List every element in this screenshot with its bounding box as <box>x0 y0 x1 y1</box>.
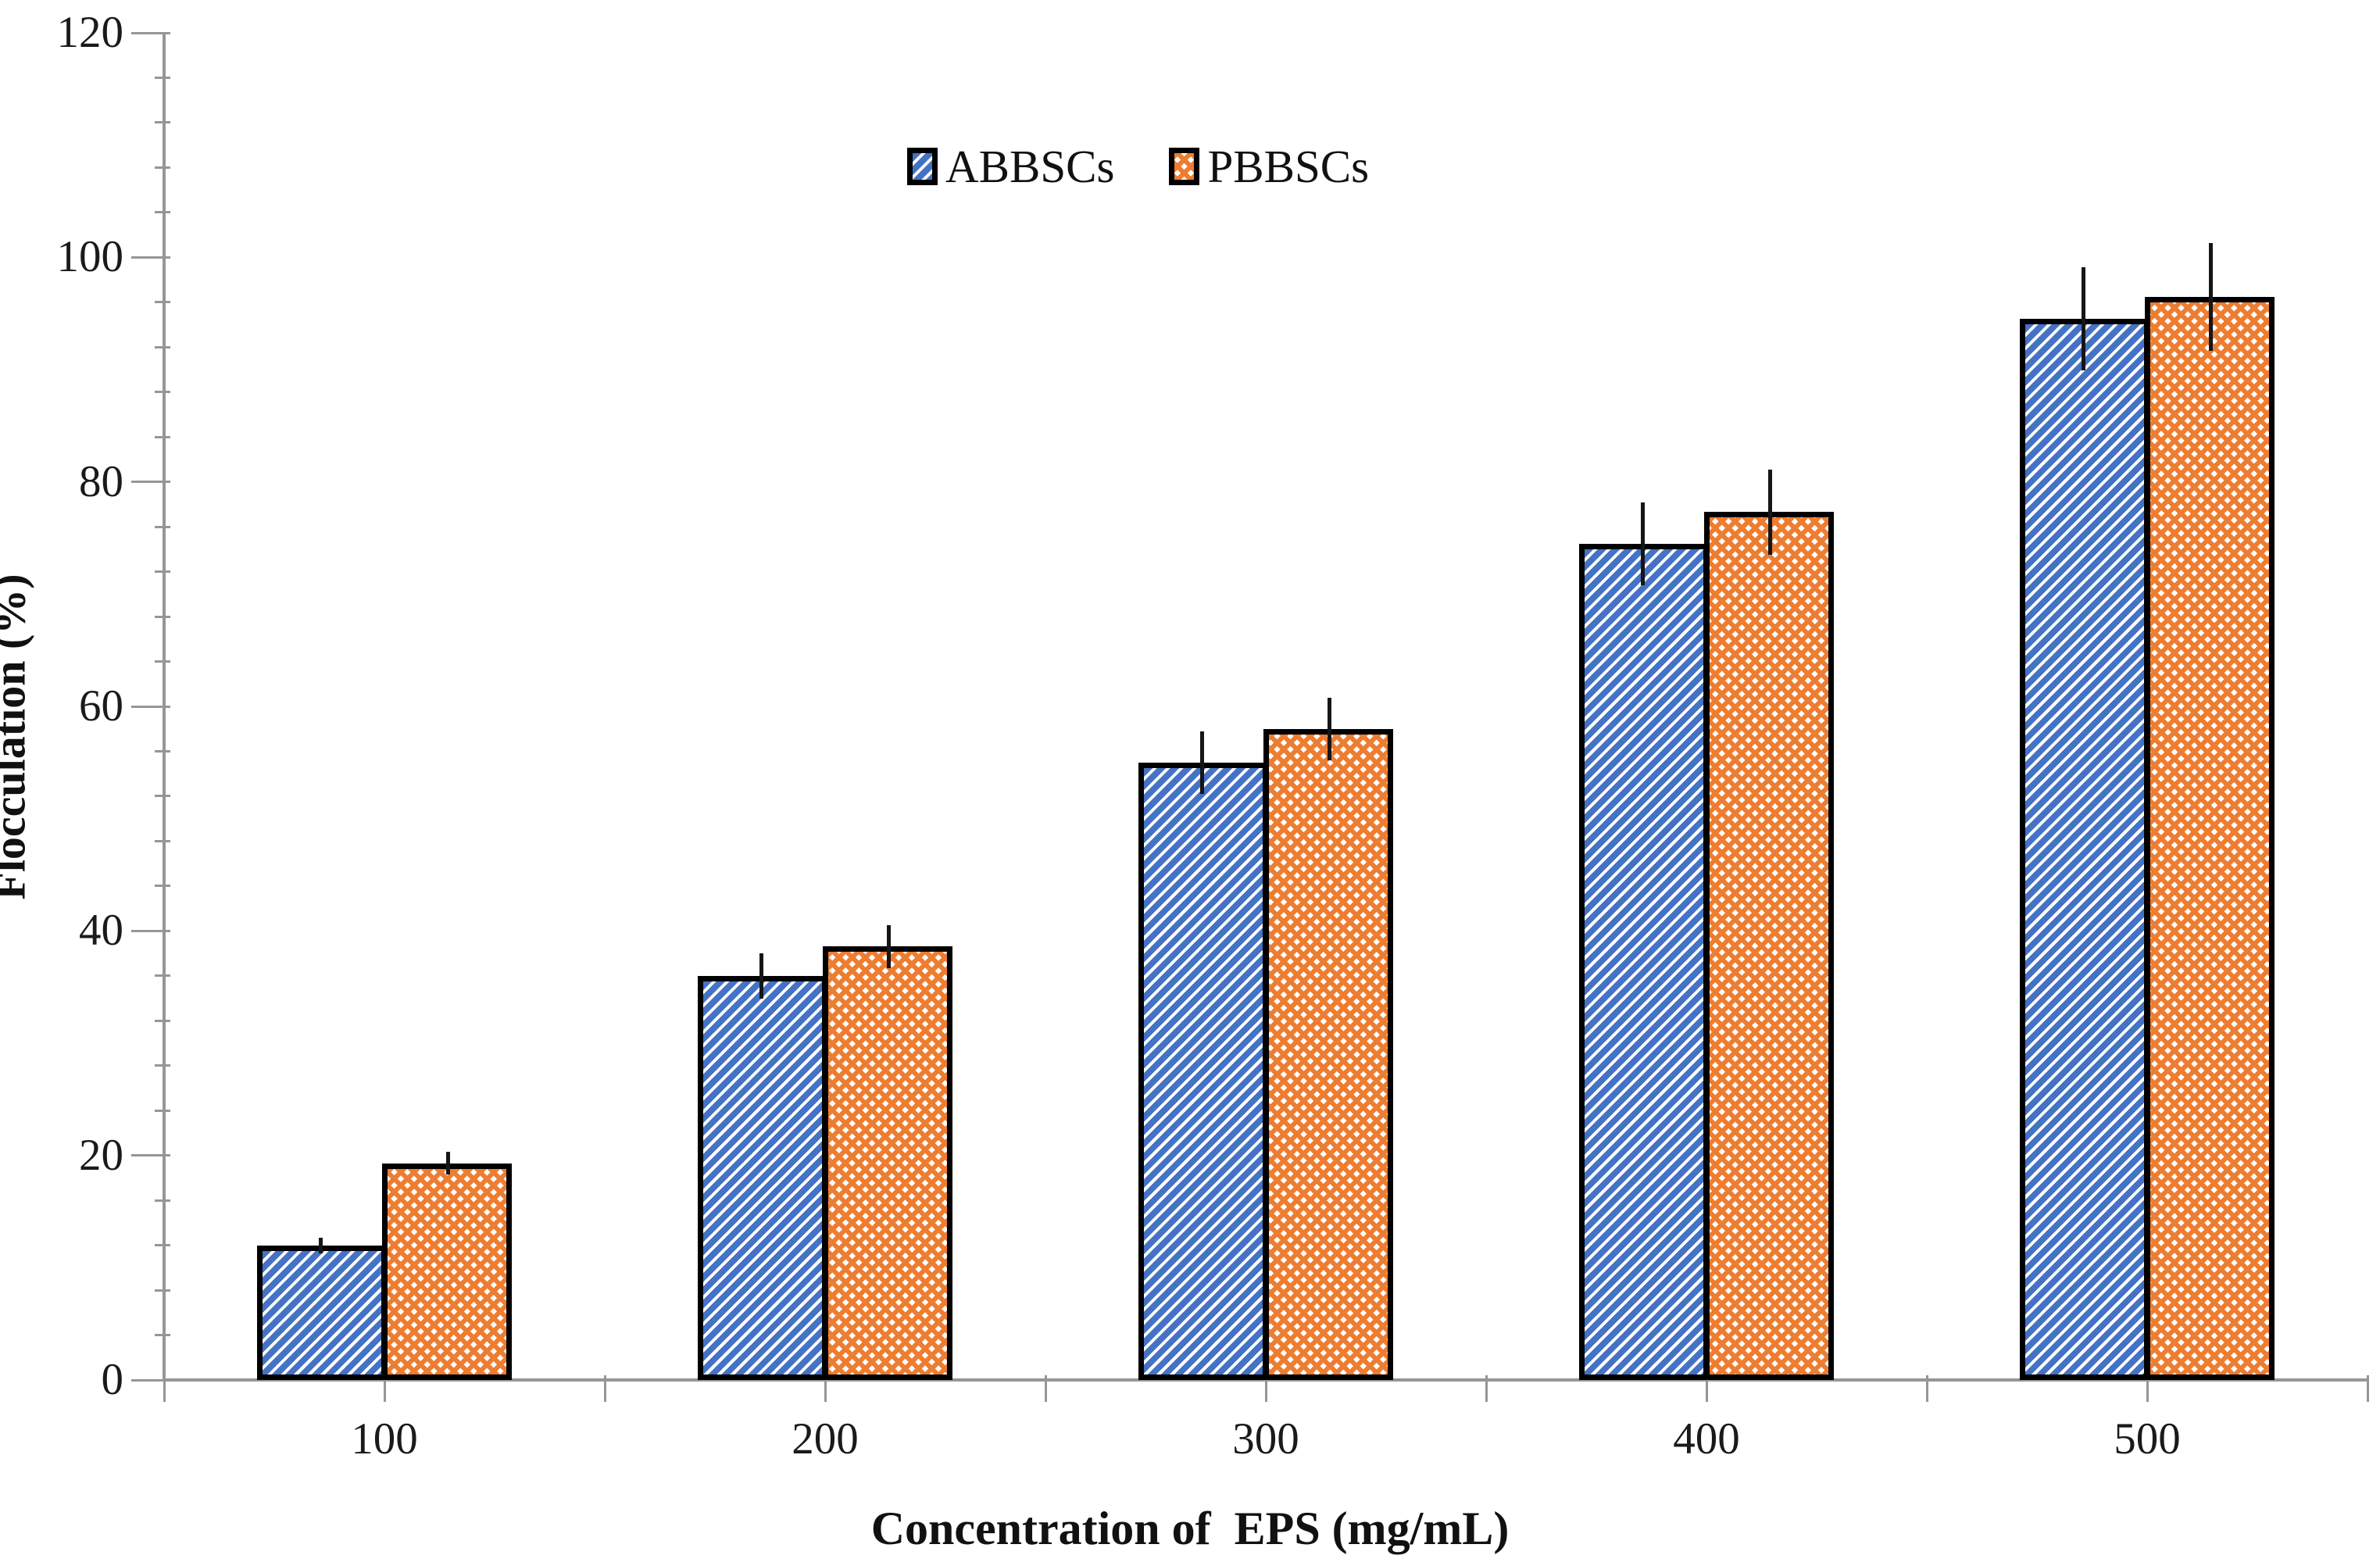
y-tick-label: 120 <box>56 8 124 57</box>
y-tick-label: 20 <box>79 1130 123 1180</box>
bar-ABBSCs-300 <box>1138 762 1268 1380</box>
legend-swatch-abbscs <box>907 148 938 185</box>
y-tick-label: 40 <box>79 906 123 956</box>
x-tick-label: 200 <box>792 1414 859 1464</box>
x-tick <box>1705 1375 1708 1402</box>
x-axis <box>163 1378 2369 1382</box>
y-major-tick <box>131 929 170 932</box>
x-tick <box>1925 1375 1928 1402</box>
y-major-tick <box>131 1154 170 1157</box>
error-bar-PBBSCs-300 <box>1328 697 1331 760</box>
x-tick <box>383 1375 386 1402</box>
x-tick <box>163 1375 166 1402</box>
error-bar-PBBSCs-500 <box>2209 242 2213 351</box>
y-tick-label: 0 <box>101 1355 124 1404</box>
y-major-tick <box>131 31 170 34</box>
y-major-tick <box>131 481 170 484</box>
legend-label: PBBSCs <box>1207 141 1370 192</box>
error-bar-ABBSCs-500 <box>2082 267 2085 371</box>
x-tick <box>1264 1375 1267 1402</box>
error-bar-PBBSCs-400 <box>1768 469 1772 556</box>
legend: ABBSCs PBBSCs <box>907 139 1369 194</box>
x-tick <box>603 1375 606 1402</box>
x-axis-title: Concentration of EPS (mg/mL) <box>870 1503 1510 1554</box>
bar-PBBSCs-100 <box>382 1163 512 1380</box>
y-axis-title-text: Flocculation (%) <box>0 574 35 900</box>
error-bar-ABBSCs-400 <box>1641 502 1645 585</box>
bar-ABBSCs-100 <box>257 1245 387 1380</box>
x-tick-label: 400 <box>1673 1414 1740 1464</box>
bar-PBBSCs-300 <box>1263 728 1393 1380</box>
bar-ABBSCs-500 <box>2020 319 2150 1380</box>
x-tick <box>1485 1375 1488 1402</box>
x-tick <box>2146 1375 2149 1402</box>
error-bar-PBBSCs-200 <box>887 925 891 968</box>
bar-ABBSCs-200 <box>698 975 827 1380</box>
error-bar-ABBSCs-100 <box>319 1237 323 1253</box>
error-bar-PBBSCs-100 <box>446 1152 450 1175</box>
y-major-tick <box>131 1378 170 1382</box>
bar-PBBSCs-200 <box>823 946 952 1380</box>
y-tick-label: 100 <box>56 232 124 282</box>
y-axis <box>163 33 166 1382</box>
x-tick-label: 100 <box>351 1414 418 1464</box>
y-major-tick <box>131 705 170 708</box>
x-tick-label: 500 <box>2114 1414 2181 1464</box>
legend-item-abbscs: ABBSCs <box>907 141 1114 191</box>
bar-ABBSCs-400 <box>1579 543 1709 1380</box>
bar-PBBSCs-400 <box>1704 512 1834 1380</box>
error-bar-ABBSCs-300 <box>1200 731 1204 795</box>
y-major-tick <box>131 256 170 259</box>
legend-swatch-pbbscs <box>1169 148 1200 185</box>
x-tick <box>824 1375 827 1402</box>
bar-PBBSCs-500 <box>2145 296 2275 1380</box>
x-tick-label: 300 <box>1232 1414 1299 1464</box>
y-tick-label: 60 <box>79 681 123 731</box>
legend-item-pbbscs: PBBSCs <box>1169 141 1369 191</box>
error-bar-ABBSCs-200 <box>759 953 763 999</box>
x-tick <box>1044 1375 1047 1402</box>
legend-label: ABBSCs <box>945 141 1115 192</box>
y-tick-label: 80 <box>79 456 123 506</box>
x-tick <box>2366 1375 2369 1402</box>
